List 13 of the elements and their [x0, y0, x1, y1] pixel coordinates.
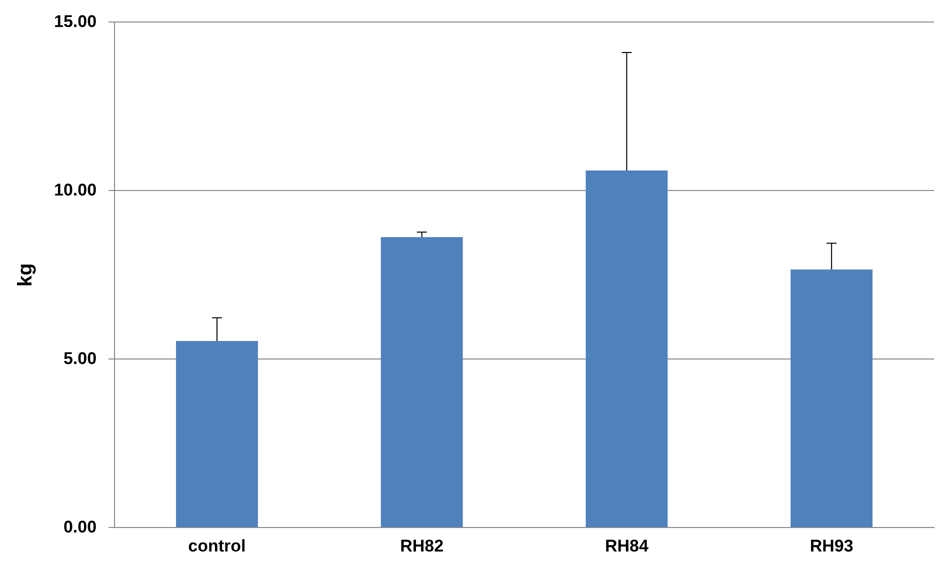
x-tick-label: RH82 [400, 536, 444, 556]
bar [380, 237, 463, 528]
x-tick-label: RH93 [810, 536, 854, 556]
x-tick-label: control [188, 536, 246, 556]
x-tick-label: RH84 [604, 536, 649, 556]
y-axis-title: kg [14, 263, 37, 287]
bar [790, 270, 873, 528]
y-tick-label: 10.00 [54, 180, 97, 200]
bar [586, 170, 668, 528]
bar [176, 340, 258, 528]
y-tick-label: 5.00 [63, 348, 97, 368]
y-tick-label: 0.00 [63, 517, 97, 536]
y-tick-label: 15.00 [54, 12, 97, 31]
